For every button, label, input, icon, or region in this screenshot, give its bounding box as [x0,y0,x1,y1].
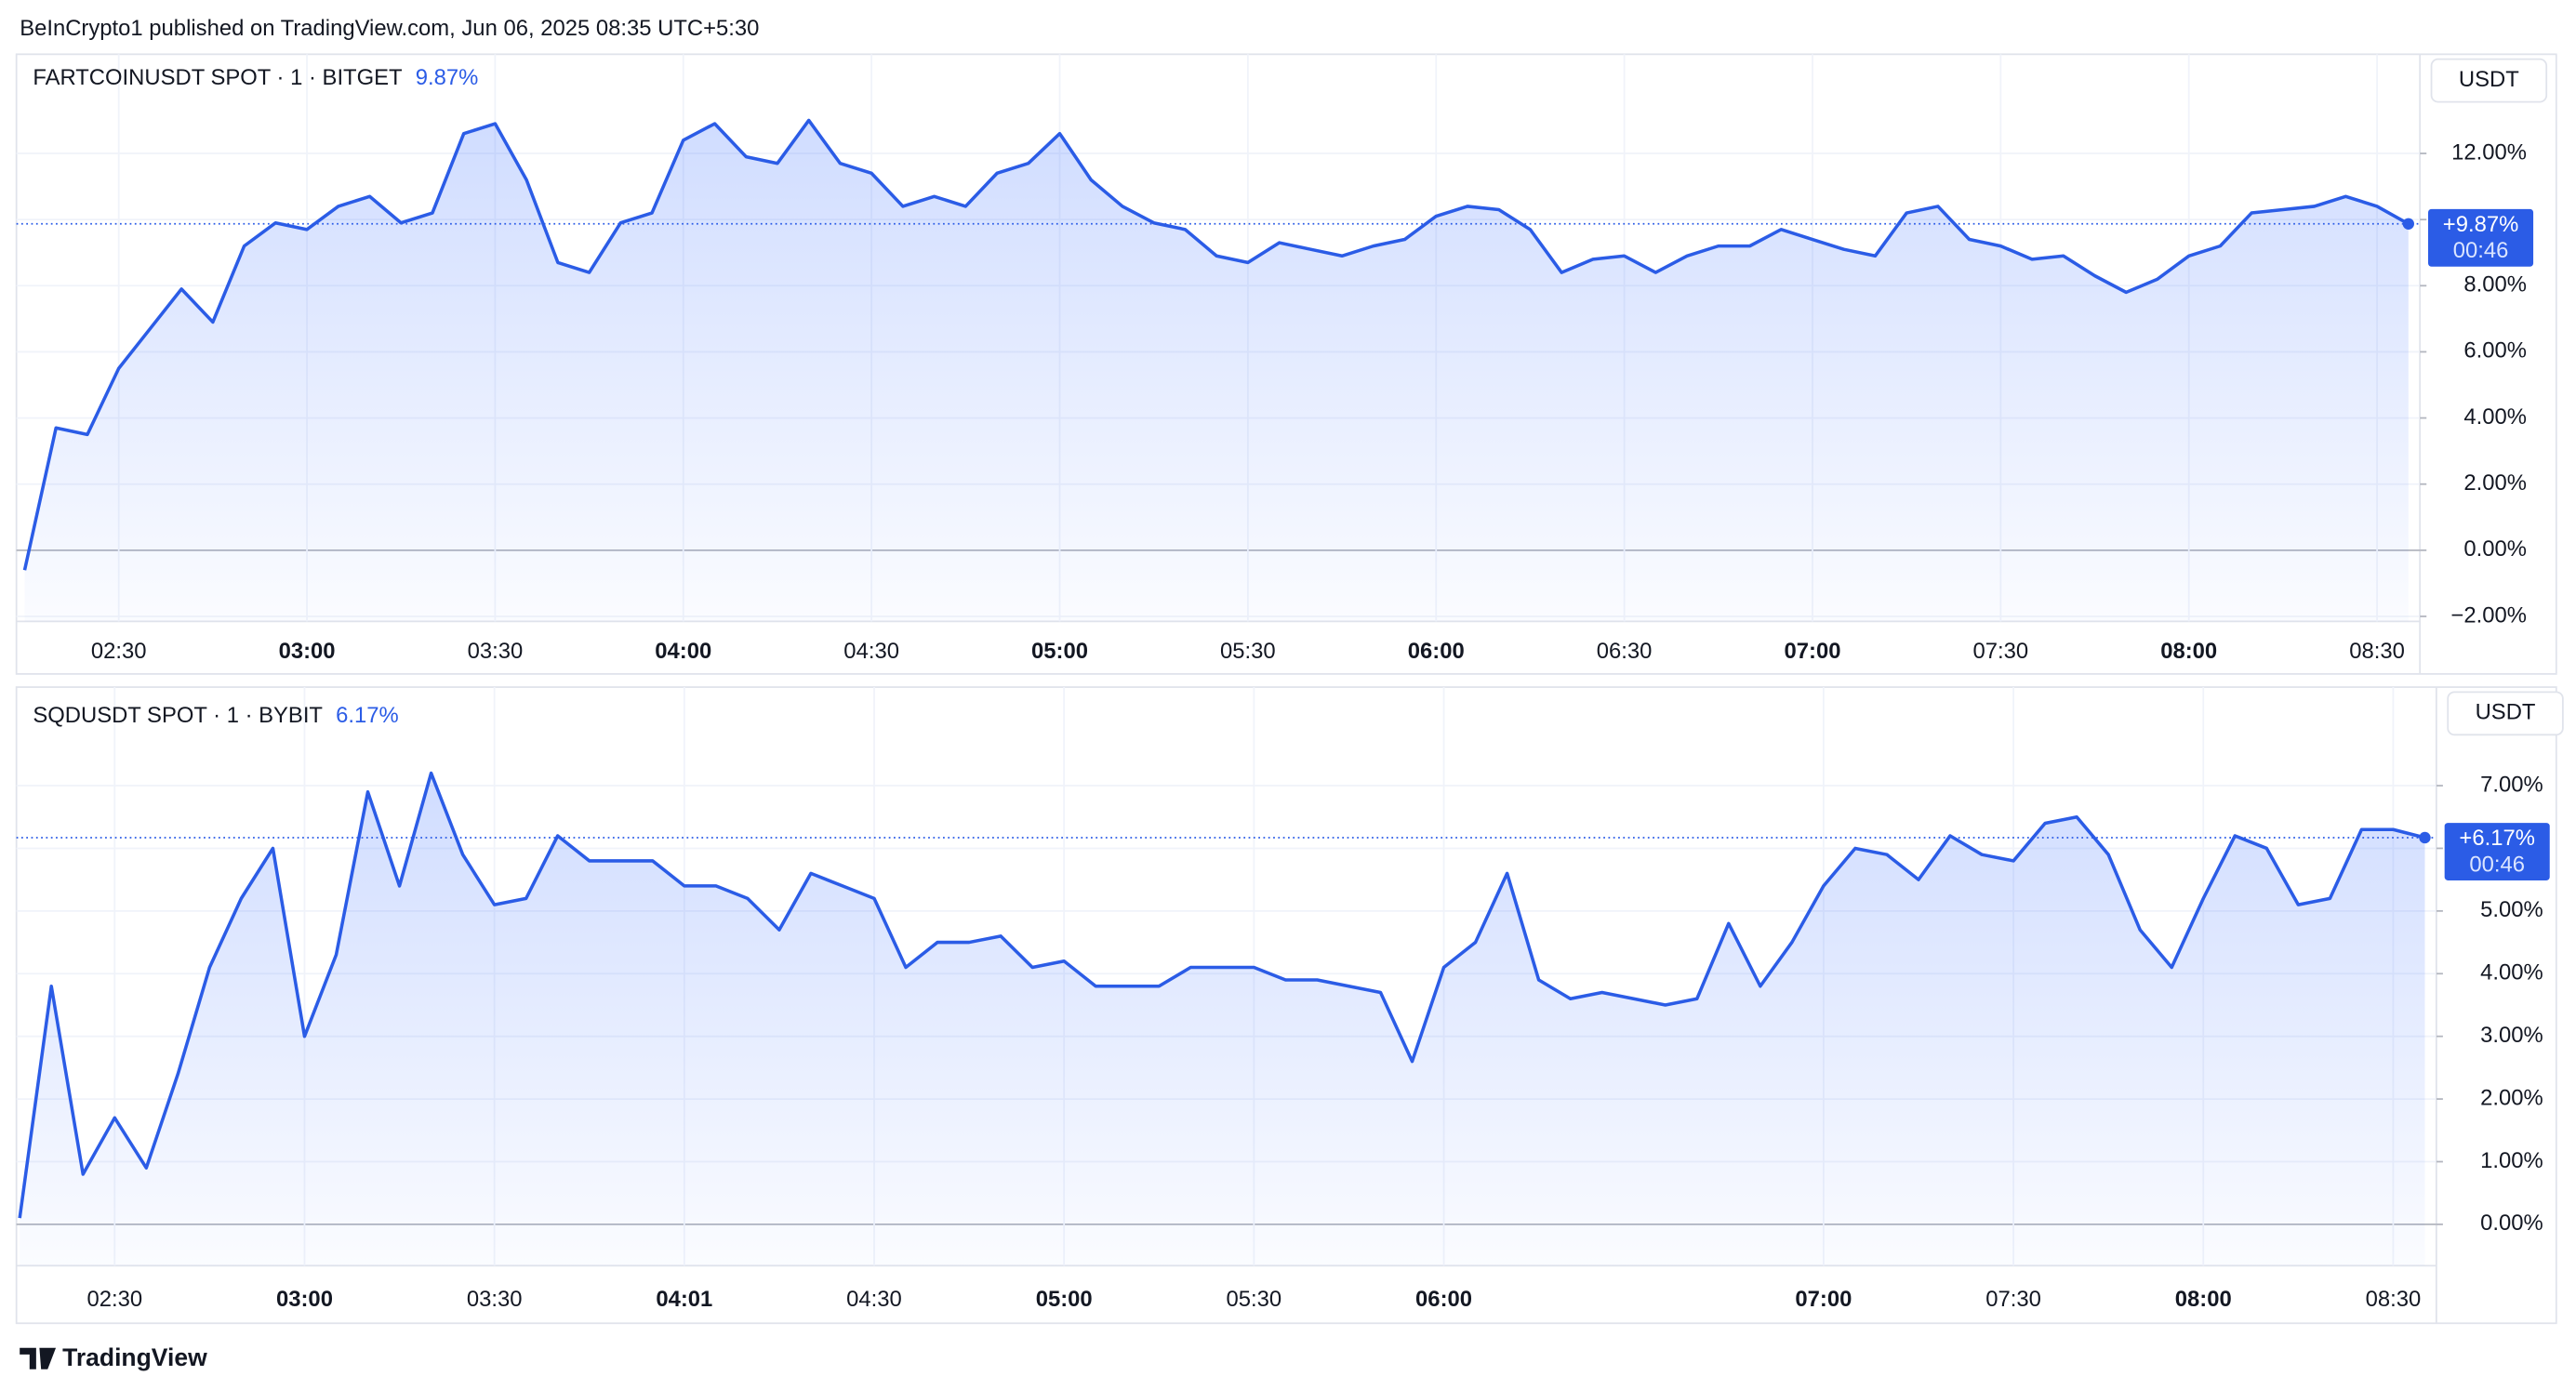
last-price-badge [2428,208,2534,267]
last-price-dot [2402,218,2414,230]
panel-frame [15,686,2557,1325]
x-tick-label: 04:00 [655,639,711,664]
y-tick-label: 7.00% [2480,772,2543,797]
x-tick-label: 08:30 [2349,639,2405,664]
y-tick-label: 12.00% [2451,139,2527,165]
x-tick-label: 02:30 [86,1287,142,1312]
change-label: 6.17% [336,703,399,728]
x-tick-label: 07:00 [1795,1287,1852,1312]
y-tick-label: 1.00% [2480,1148,2543,1173]
y-tick-label: 0.00% [2463,536,2527,562]
last-price-label: +6.17% [2459,826,2535,851]
price-line [22,118,2410,571]
price-line [18,771,2425,1219]
brand-name: TradingView [62,1343,207,1371]
unit-label: USDT [2459,67,2519,92]
x-tick-label: 05:30 [1220,639,1276,664]
x-tick-label: 07:00 [1785,639,1841,664]
symbol-title: SQDUSDT SPOT · 1 · BYBIT [33,703,323,728]
panel-frame [15,53,2557,675]
change-label: 9.87% [416,65,479,90]
last-price-badge [2444,823,2550,880]
symbol-title: FARTCOINUSDT SPOT · 1 · BITGET [33,65,403,90]
y-tick-label: 2.00% [2480,1085,2543,1110]
x-tick-label: 07:30 [1973,639,2029,664]
x-tick-label: 07:30 [1985,1287,2041,1312]
x-tick-label: 06:30 [1597,639,1653,664]
x-tick-label: 03:00 [276,1287,333,1312]
x-tick-label: 04:30 [843,639,899,664]
unit-box [2447,691,2564,736]
x-tick-label: 04:30 [846,1287,902,1312]
y-tick-label: 4.00% [2480,960,2543,986]
published-note: BeInCrypto1 published on TradingView.com… [20,16,759,41]
x-tick-label: 02:30 [91,639,147,664]
countdown-label: 00:46 [2453,238,2509,263]
x-tick-label: 04:01 [656,1287,712,1312]
x-tick-label: 05:00 [1036,1287,1093,1312]
x-tick-label: 08:30 [2366,1287,2422,1312]
x-tick-label: 08:00 [2175,1287,2232,1312]
area-fill [24,120,2409,622]
x-tick-label: 08:00 [2160,639,2217,664]
x-tick-label: 06:00 [1408,639,1465,664]
unit-box [2430,58,2548,103]
unit-label: USDT [2476,700,2536,725]
x-tick-label: 03:00 [279,639,336,664]
y-tick-label: 8.00% [2463,272,2527,298]
brand-logo [20,1347,57,1369]
y-tick-label: 0.00% [2480,1210,2543,1236]
y-tick-label: 3.00% [2480,1023,2543,1048]
x-tick-label: 03:30 [467,1287,523,1312]
last-price-dot [2419,831,2431,844]
y-tick-label: 6.00% [2463,338,2527,364]
y-tick-label: −2.00% [2450,602,2527,628]
x-tick-label: 05:30 [1227,1287,1282,1312]
area-fill [20,773,2425,1266]
y-tick-label: 4.00% [2463,404,2527,430]
countdown-label: 00:46 [2469,852,2525,877]
x-tick-label: 05:00 [1031,639,1088,664]
y-tick-label: 2.00% [2463,470,2527,496]
x-tick-label: 06:00 [1415,1287,1472,1312]
y-tick-label: 5.00% [2480,897,2543,922]
x-tick-label: 03:30 [468,639,524,664]
last-price-label: +9.87% [2443,212,2519,237]
